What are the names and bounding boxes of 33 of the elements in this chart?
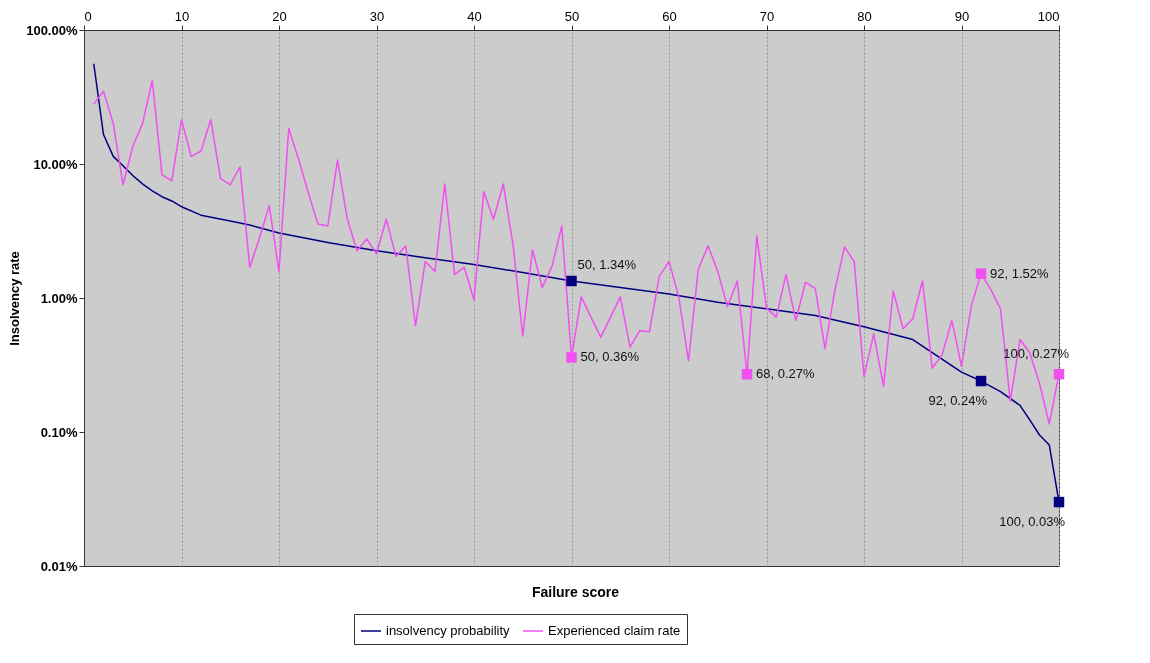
data-label: 92, 0.24% xyxy=(928,393,988,409)
data-label: 100, 0.03% xyxy=(999,514,1066,530)
x-tick-label: 40 xyxy=(467,8,482,24)
legend-label: Experienced claim rate xyxy=(548,623,681,638)
x-tick-label: 80 xyxy=(857,8,872,24)
y-tick-label: 100.00% xyxy=(26,22,78,38)
x-tick-label: 100 xyxy=(1037,8,1060,24)
x-tick-label: 30 xyxy=(369,8,385,24)
y-tick-label: 0.01% xyxy=(40,558,78,574)
data-label: 50, 1.34% xyxy=(577,256,637,272)
x-tick-label: 60 xyxy=(662,8,677,24)
y-tick-label: 1.00% xyxy=(40,290,78,306)
data-label: 68, 0.27% xyxy=(756,366,815,382)
legend-label: insolvency probability xyxy=(386,623,511,638)
y-tick-label: 10.00% xyxy=(33,156,78,172)
point xyxy=(566,275,577,287)
x-tick-label: 50 xyxy=(564,8,580,24)
x-tick-label: 10 xyxy=(174,8,190,24)
x-tick-label: 90 xyxy=(954,8,970,24)
y-axis-title: Insolvency rate xyxy=(7,251,23,346)
x-tick-label: 0 xyxy=(84,8,92,24)
x-tick-label: 20 xyxy=(272,8,287,24)
x-axis-title: Failure score xyxy=(531,584,620,600)
data-label: 92, 1.52% xyxy=(990,265,1049,281)
point xyxy=(975,375,987,387)
point xyxy=(975,268,987,279)
point xyxy=(1053,368,1065,380)
point xyxy=(741,368,753,380)
data-label: 50, 0.36% xyxy=(580,349,640,365)
point xyxy=(1053,496,1065,508)
y-tick-label: 0.10% xyxy=(40,424,78,440)
point xyxy=(566,352,577,363)
x-tick-label: 70 xyxy=(759,8,775,24)
